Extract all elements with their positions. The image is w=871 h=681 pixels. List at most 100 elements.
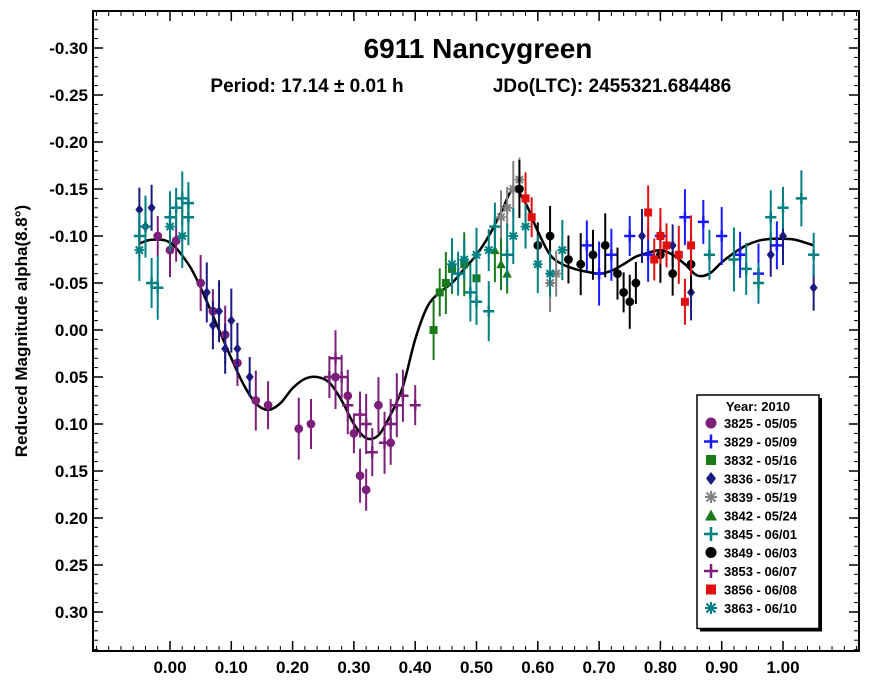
data-point (638, 230, 647, 242)
data-point (508, 184, 519, 194)
data-point (447, 259, 457, 269)
data-point (520, 221, 531, 232)
y-tick-label: 0.30 (55, 603, 88, 622)
data-point (177, 231, 188, 241)
series-3853 (323, 330, 421, 477)
data-point (429, 326, 438, 334)
y-tick-label: -0.25 (49, 86, 88, 105)
y-tick-label: -0.10 (49, 227, 88, 246)
data-point (502, 203, 512, 213)
data-point (323, 371, 335, 383)
data-point (734, 249, 746, 261)
data-point (777, 202, 789, 214)
data-point (680, 297, 689, 306)
epoch-label: JDo(LTC): 2455321.684486 (493, 76, 731, 97)
legend-entry: 3853 - 06/07 (724, 564, 797, 579)
axis-ticks: -0.30 -0.25 -0.20 -0.15 -0.10 -0.05 0.00 0.05 0.… (49, 11, 859, 677)
data-point (496, 212, 506, 222)
data-point (600, 241, 610, 250)
data-point (765, 211, 777, 223)
legend-marker (706, 584, 716, 595)
data-point (619, 288, 629, 297)
y-tick-label: 0.10 (55, 415, 88, 434)
data-point (668, 240, 677, 251)
data-point (644, 208, 653, 217)
data-point (588, 250, 598, 260)
data-point (196, 278, 206, 288)
data-point (766, 249, 775, 260)
data-point (464, 286, 476, 298)
data-point (374, 400, 383, 410)
data-point (740, 263, 752, 275)
data-point (366, 446, 378, 458)
data-point (557, 245, 568, 255)
x-tick-label: 0.00 (153, 658, 186, 677)
data-point (139, 221, 152, 233)
data-point (508, 231, 519, 241)
y-tick-label: -0.30 (49, 39, 88, 58)
data-point (687, 241, 696, 250)
data-point (515, 184, 524, 194)
x-tick-label: 0.60 (521, 658, 554, 677)
data-point (397, 390, 409, 402)
data-point (176, 192, 188, 204)
data-point (779, 230, 787, 242)
data-point (716, 230, 728, 242)
data-point (576, 259, 586, 269)
data-point (306, 419, 316, 429)
data-point (354, 409, 366, 421)
data-point (147, 202, 156, 213)
x-tick-label: 0.10 (215, 658, 248, 677)
data-point (441, 279, 450, 287)
data-point (342, 399, 354, 411)
x-tick-label: 0.20 (276, 658, 309, 677)
data-point (501, 249, 513, 261)
legend-entry: 3856 - 06/08 (724, 583, 797, 598)
y-tick-label: -0.05 (49, 274, 88, 293)
y-axis-label: Reduced Magnitude alpha(8.8°) (12, 205, 31, 457)
data-point (489, 221, 501, 233)
y-tick-label: -0.15 (49, 180, 88, 199)
data-point (642, 249, 654, 261)
data-point (752, 277, 765, 289)
data-point (170, 202, 182, 214)
data-point (625, 297, 635, 307)
data-point (674, 250, 683, 259)
legend-entry: 3832 - 05/16 (724, 453, 797, 468)
data-point (624, 230, 636, 242)
data-point (581, 239, 593, 251)
data-point (409, 399, 421, 411)
data-point (165, 221, 175, 232)
data-point (496, 259, 506, 269)
x-tick-label: 0.40 (399, 658, 432, 677)
data-point (668, 269, 678, 278)
legend-marker (705, 491, 717, 503)
data-point (202, 287, 211, 298)
data-point (215, 306, 224, 317)
series-3863 (134, 201, 568, 297)
data-point (650, 255, 659, 264)
data-point (385, 418, 397, 430)
legend-box (696, 394, 820, 630)
fit-curve-layer (138, 187, 815, 441)
plot-frame (92, 10, 860, 652)
data-point (521, 194, 530, 203)
data-point (697, 216, 709, 228)
y-tick-label: 0.15 (55, 462, 88, 481)
x-tick-label: 0.70 (583, 658, 616, 677)
data-point (294, 424, 304, 434)
data-point (605, 249, 617, 261)
data-point (564, 255, 573, 264)
y-tick-label: -0.20 (49, 133, 88, 152)
data-point (435, 288, 444, 297)
data-point (545, 231, 555, 241)
series-3856 (521, 172, 696, 325)
data-point (263, 400, 273, 410)
data-point (483, 305, 495, 317)
y-tick-label: 0.00 (55, 321, 88, 340)
data-point (355, 471, 365, 481)
data-point (593, 268, 605, 280)
data-point (533, 259, 543, 269)
y-tick-label: 0.05 (55, 368, 88, 387)
